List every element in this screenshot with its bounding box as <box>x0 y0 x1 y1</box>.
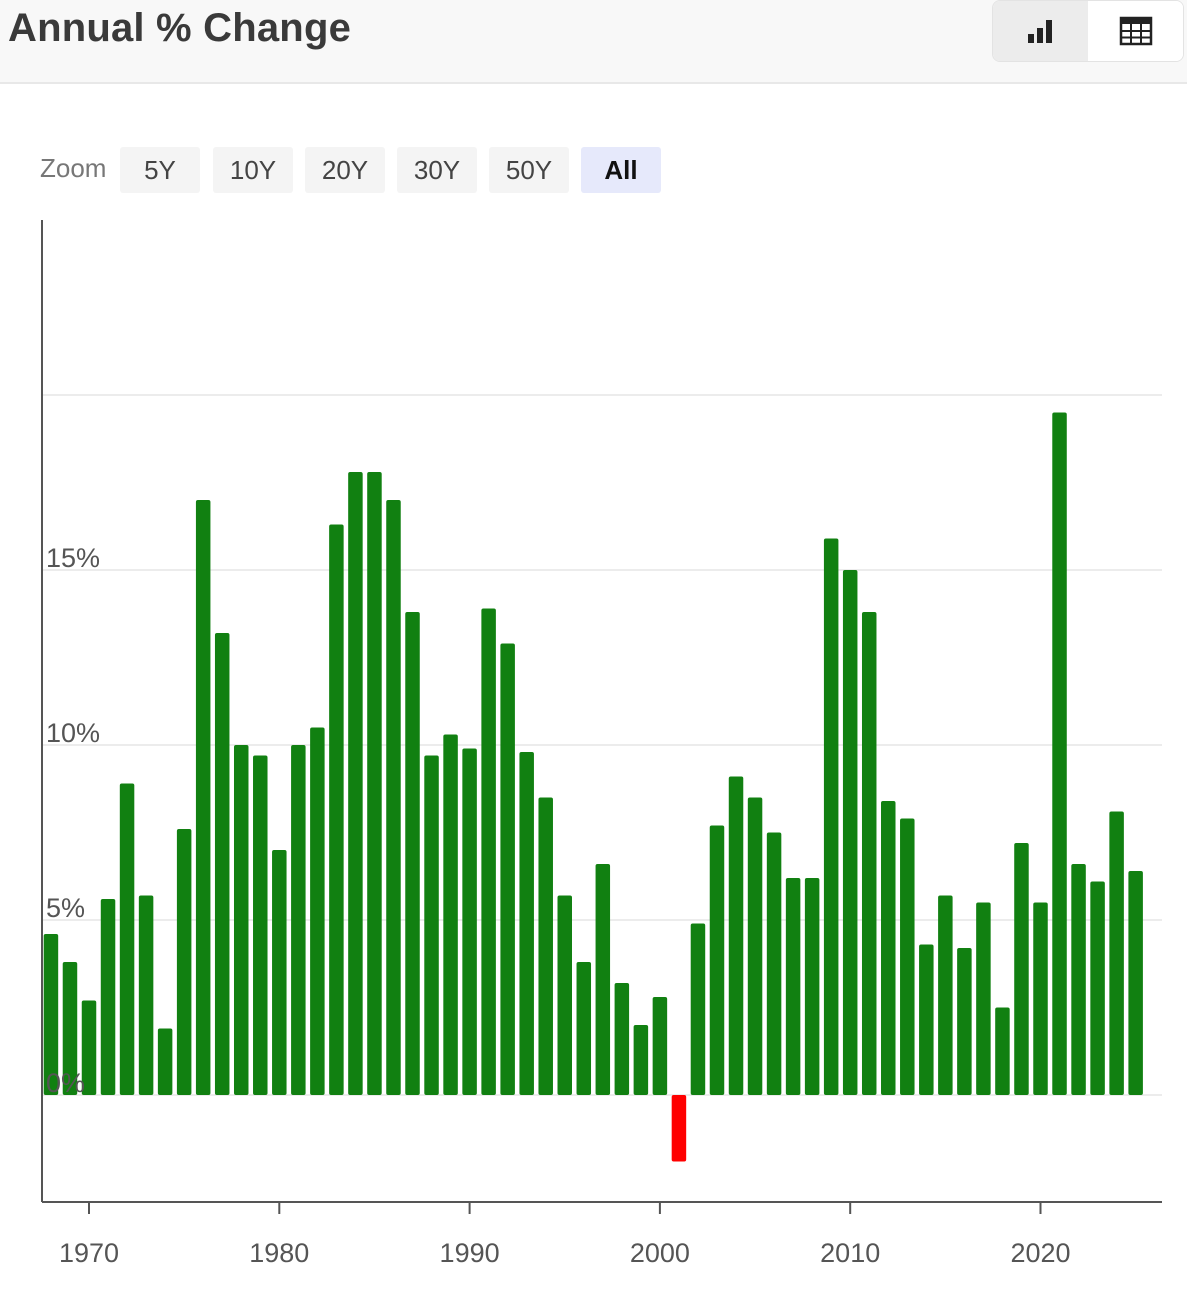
bar-2010[interactable] <box>842 570 858 1095</box>
bar-1969[interactable] <box>62 962 78 1095</box>
bar-2018[interactable] <box>995 1007 1010 1096</box>
bar-2025[interactable] <box>1128 871 1143 1095</box>
table-icon <box>1119 16 1152 46</box>
bar-2006[interactable] <box>766 832 782 1096</box>
bar-2017[interactable] <box>976 902 991 1096</box>
bar-1997[interactable] <box>595 864 611 1095</box>
bar-1992[interactable] <box>500 643 515 1096</box>
bar-1995[interactable] <box>557 895 573 1096</box>
bar-2022[interactable] <box>1071 864 1086 1095</box>
bar-2012[interactable] <box>881 801 896 1095</box>
zoom-label: Zoom <box>40 153 107 183</box>
chart-header: Annual % Change <box>0 0 1187 84</box>
bars <box>43 412 1143 1162</box>
bar-chart-icon <box>1027 20 1052 43</box>
bar-1970[interactable] <box>81 1000 97 1096</box>
bar-1980[interactable] <box>272 850 287 1095</box>
bar-2008[interactable] <box>804 878 820 1095</box>
bar-1987[interactable] <box>405 612 420 1095</box>
bar-2014[interactable] <box>919 944 934 1096</box>
bar-1998[interactable] <box>614 983 630 1095</box>
bar-1991[interactable] <box>481 608 496 1096</box>
y-tick-label: 0% <box>46 1068 85 1098</box>
x-tick-label: 1970 <box>59 1238 119 1268</box>
zoom-30y-button[interactable]: 30Y <box>397 147 477 193</box>
bar-2011[interactable] <box>861 612 877 1095</box>
annual-change-bar-chart: 1970 1980 1990 2000 2010 2020 0% 5% 10% 15% <box>41 220 1162 1268</box>
bar-1971[interactable] <box>100 899 116 1095</box>
bar-2015[interactable] <box>938 895 953 1096</box>
zoom-50y-button[interactable]: 50Y <box>489 147 569 193</box>
y-tick-label: 10% <box>46 718 100 748</box>
y-tick-label: 5% <box>46 893 85 923</box>
bar-1979[interactable] <box>253 755 268 1096</box>
x-tick-label: 2000 <box>630 1238 690 1268</box>
bar-1989[interactable] <box>443 734 458 1096</box>
bar-2020[interactable] <box>1033 902 1048 1096</box>
bar-1994[interactable] <box>538 797 553 1096</box>
table-view-button[interactable] <box>1088 1 1183 61</box>
bar-2003[interactable] <box>709 825 725 1096</box>
bar-2007[interactable] <box>785 878 801 1095</box>
bar-1993[interactable] <box>519 752 534 1095</box>
bar-2019[interactable] <box>1014 843 1029 1095</box>
bar-1976[interactable] <box>195 500 211 1095</box>
bar-2009[interactable] <box>823 538 839 1096</box>
bar-2021[interactable] <box>1052 412 1067 1096</box>
bar-1978[interactable] <box>233 745 249 1095</box>
bar-1982[interactable] <box>310 727 325 1096</box>
bar-1972[interactable] <box>119 783 135 1096</box>
bar-1968[interactable] <box>43 934 59 1095</box>
tick-labels: 1970 1980 1990 2000 2010 2020 0% 5% 10% 15% <box>46 543 1071 1268</box>
zoom-20y-button[interactable]: 20Y <box>305 147 385 193</box>
bar-1977[interactable] <box>214 633 230 1095</box>
x-tick-label: 2020 <box>1010 1238 1070 1268</box>
bar-1983[interactable] <box>329 524 344 1096</box>
bar-2016[interactable] <box>957 948 972 1095</box>
view-toggle <box>992 0 1184 62</box>
page-title: Annual % Change <box>8 6 352 50</box>
zoom-all-button[interactable]: All <box>581 147 661 193</box>
bar-1973[interactable] <box>138 895 154 1096</box>
bar-1996[interactable] <box>576 962 592 1095</box>
y-tick-label: 15% <box>46 543 100 573</box>
bar-1999[interactable] <box>633 1025 649 1095</box>
bar-2013[interactable] <box>900 818 915 1096</box>
bar-1981[interactable] <box>291 745 306 1095</box>
bar-1988[interactable] <box>424 755 439 1096</box>
zoom-5y-button[interactable]: 5Y <box>120 147 200 193</box>
bar-2024[interactable] <box>1109 811 1124 1096</box>
bar-2023[interactable] <box>1090 881 1105 1096</box>
x-tick-label: 2010 <box>820 1238 880 1268</box>
bar-1986[interactable] <box>386 500 401 1095</box>
x-tick-label: 1980 <box>249 1238 309 1268</box>
axes <box>41 220 1162 1214</box>
bar-1990[interactable] <box>462 748 477 1096</box>
bar-chart-view-button[interactable] <box>993 1 1089 61</box>
bar-2002[interactable] <box>690 923 706 1096</box>
bar-2000[interactable] <box>652 997 668 1095</box>
x-tick-label: 1990 <box>440 1238 500 1268</box>
bar-1985[interactable] <box>367 472 382 1095</box>
bar-2001[interactable] <box>671 1095 687 1162</box>
bar-2005[interactable] <box>747 797 763 1096</box>
bar-1974[interactable] <box>157 1028 173 1096</box>
bar-1975[interactable] <box>176 829 192 1095</box>
zoom-10y-button[interactable]: 10Y <box>213 147 293 193</box>
bar-1984[interactable] <box>348 472 363 1095</box>
bar-2004[interactable] <box>728 776 744 1096</box>
